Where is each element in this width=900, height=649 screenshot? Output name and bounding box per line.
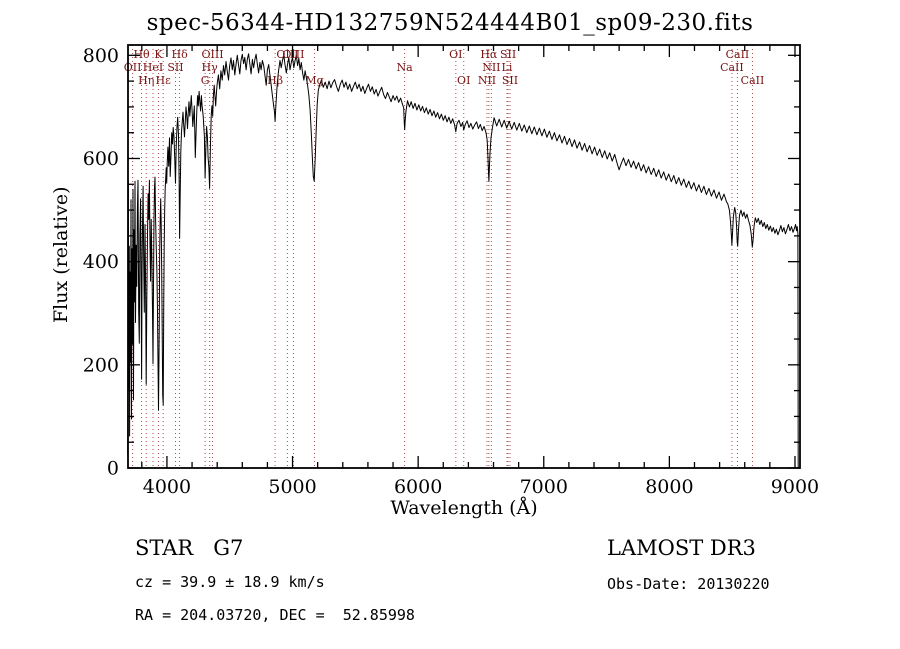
spectral-line-label: Na — [396, 61, 413, 74]
x-tick-label: 7000 — [520, 476, 568, 498]
spectral-line-label: OI — [457, 74, 470, 87]
spectral-line-label: G — [201, 74, 210, 87]
spectral-line-label: Hε — [156, 74, 172, 87]
axis-ticks — [128, 45, 800, 469]
spectral-line-label: CaII — [726, 48, 750, 61]
spectral-line-label: SII — [500, 48, 516, 61]
spectral-line-label: NII — [478, 74, 496, 87]
spectral-line-label: HeI — [143, 61, 163, 74]
spectral-line-label: Hη — [138, 74, 154, 87]
spectral-line-label: NII — [482, 61, 500, 74]
x-tick-label: 5000 — [268, 476, 316, 498]
spectral-line-label: K — [154, 48, 163, 61]
y-tick-label: 200 — [83, 354, 119, 376]
spectral-line-label: Hγ — [202, 61, 219, 74]
obs-date: Obs-Date: 20130220 — [607, 575, 770, 593]
cz-value: cz = 39.9 ± 18.9 km/s — [135, 573, 325, 591]
spectral-line-label: Hθ — [133, 48, 150, 61]
radec-value: RA = 204.03720, DEC = 52.85998 — [135, 606, 415, 624]
spectral-line-markers — [132, 45, 754, 468]
spectral-line-label: OIII — [282, 48, 304, 61]
survey-label: LAMOST DR3 — [607, 536, 756, 560]
x-tick-label: 4000 — [143, 476, 191, 498]
y-tick-label: 0 — [107, 458, 119, 480]
spectral-line-label: CaII — [741, 74, 765, 87]
x-tick-label: 6000 — [394, 476, 442, 498]
spectral-line-label: Hδ — [172, 48, 189, 61]
plot-frame — [127, 44, 801, 469]
spectral-line-label: SII — [502, 74, 518, 87]
x-axis-title: Wavelength (Å) — [390, 497, 538, 519]
x-tick-label: 8000 — [645, 476, 693, 498]
spectral-line-label: OI — [449, 48, 462, 61]
spectral-line-label: SII — [167, 61, 183, 74]
x-tick-label: 9000 — [771, 476, 819, 498]
spectral-line-label: Li — [502, 61, 513, 74]
spectrum-line — [127, 53, 799, 469]
spectral-line-label: Hα — [480, 48, 498, 61]
y-tick-label: 600 — [83, 148, 119, 170]
spectral-line-label: OIII — [202, 48, 224, 61]
spectral-line-label: OII — [124, 61, 142, 74]
y-tick-label: 400 — [83, 251, 119, 273]
class-label: STAR G7 — [135, 536, 244, 560]
spectral-line-label: CaII — [720, 61, 744, 74]
spectral-line-label: Mg — [305, 74, 323, 87]
spectral-line-label: Hβ — [267, 74, 283, 87]
y-tick-label: 800 — [83, 45, 119, 67]
y-axis-title: Flux (relative) — [50, 186, 72, 324]
plot-title: spec-56344-HD132759N524444B01_sp09-230.f… — [146, 10, 754, 36]
